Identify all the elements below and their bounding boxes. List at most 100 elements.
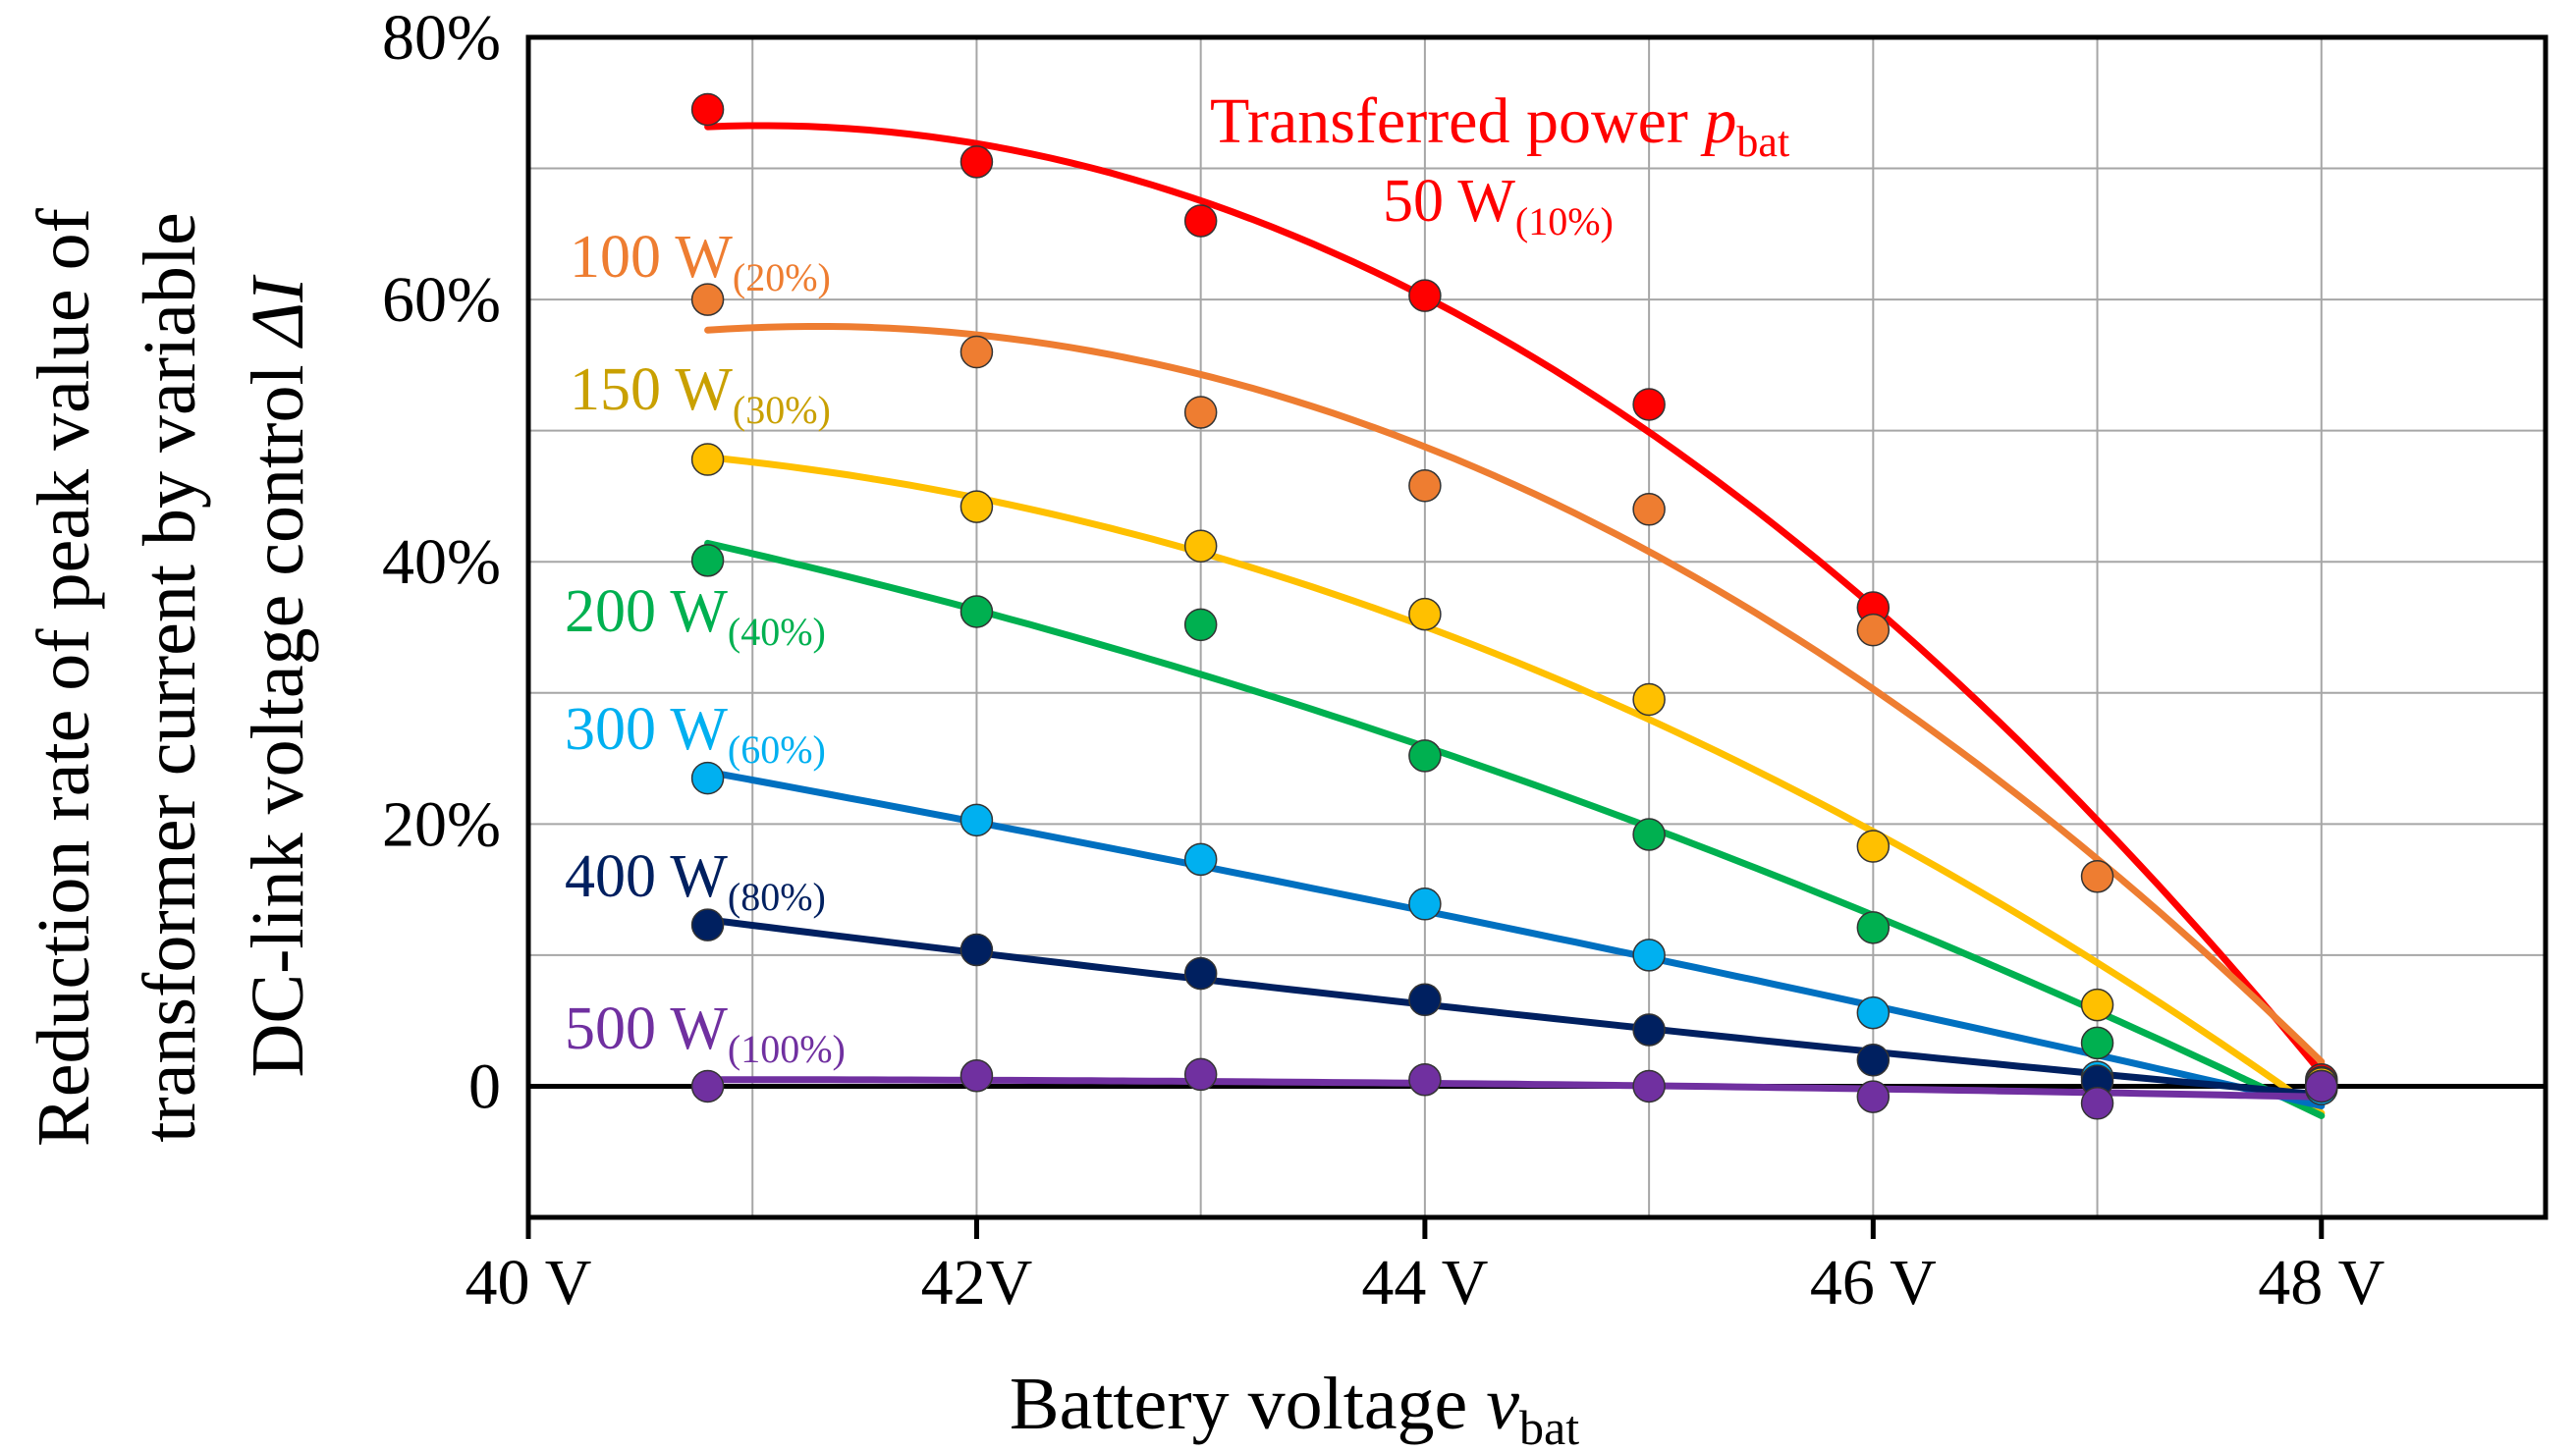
series-label-50w-name: 50 W [1383,168,1515,235]
legend-heading-italic: p [1700,85,1736,157]
x-tick-label: 44 V [1361,1247,1488,1318]
data-point-50w [1183,204,1218,238]
y-axis-title-line-3-main: DC-link voltage control [237,346,319,1077]
x-axis-title: Battery voltage vbat [1010,1363,1579,1452]
y-axis-title: Reduction rate of peak value of transfor… [23,207,319,1147]
series-label-500w-sub: (100%) [728,1027,846,1071]
y-tick-label: 40% [382,526,501,598]
series-label-50w: 50 W(10%) [1383,168,1614,243]
data-point-150w [1632,682,1666,717]
data-point-50w [690,92,725,127]
series-label-200w-sub: (40%) [728,610,826,654]
x-axis-title-italic: v [1486,1363,1519,1445]
data-point-200w [1856,911,1891,944]
series-label-400w: 400 W(80%) [565,843,826,919]
series-label-100w-name: 100 W [570,224,733,291]
data-point-300w [1632,939,1666,972]
data-point-200w [2080,1026,2114,1060]
series-label-200w: 200 W(40%) [565,578,826,654]
data-point-100w [1408,469,1442,503]
data-point-400w [959,933,994,967]
series-label-300w: 300 W(60%) [565,696,826,772]
data-point-200w [959,595,994,628]
data-point-150w [1183,529,1218,563]
data-point-100w [1183,396,1218,429]
y-tick-label: 20% [382,788,501,860]
legend-heading-subscript: bat [1736,118,1789,166]
data-point-100w [2080,860,2114,893]
data-points [690,92,2338,1120]
x-tick-label: 48 V [2258,1247,2384,1318]
data-point-150w [1856,830,1891,863]
tick-labels: 40 V 42V 44 V 46 V 48 V 0 20% 40% 60% 80% [382,2,2384,1318]
fitted-curves [704,122,2326,1119]
y-tick-label: 80% [382,2,501,74]
y-axis-title-line-3: DC-link voltage control ΔI [237,274,319,1078]
data-point-300w [1856,995,1891,1030]
data-point-50w [959,145,994,179]
series-label-200w-name: 200 W [565,578,728,645]
data-point-150w [2080,988,2114,1022]
x-tick-label: 42V [921,1247,1033,1318]
y-tick-label: 0 [468,1050,501,1122]
data-point-500w [959,1059,994,1093]
data-point-500w [690,1069,725,1103]
data-point-500w [1183,1057,1218,1092]
x-tick-label: 46 V [1810,1247,1937,1318]
y-axis-title-line-2: transformer current by variable [129,212,211,1142]
series-labels: 50 W(10%) 100 W(20%) 150 W(30%) 200 W(40… [565,168,1614,1071]
data-point-150w [1408,597,1442,631]
data-point-300w [959,803,994,837]
series-label-150w-sub: (30%) [733,388,831,432]
series-label-50w-sub: (10%) [1515,199,1614,243]
fit-curve-200w [704,539,2326,1119]
series-label-150w-name: 150 W [570,356,733,423]
data-point-100w [1856,613,1891,647]
fit-curve-50w [704,122,2326,1077]
data-point-50w [1632,388,1666,421]
axes [525,34,2549,1239]
y-axis-title-line-3-italic: ΔI [237,274,319,350]
data-point-500w [1632,1069,1666,1103]
series-label-400w-sub: (80%) [728,875,826,919]
data-point-150w [690,443,725,476]
data-point-100w [959,335,994,369]
x-axis-title-main: Battery voltage [1010,1363,1486,1445]
series-label-300w-sub: (60%) [728,727,826,772]
data-point-400w [1183,956,1218,991]
data-point-100w [1632,493,1666,526]
data-point-300w [1408,887,1442,921]
plot-frame [525,34,2549,1220]
series-label-100w-sub: (20%) [733,255,831,299]
series-label-500w-name: 500 W [565,995,728,1062]
data-point-400w [1408,983,1442,1017]
series-label-100w: 100 W(20%) [570,224,831,299]
data-point-500w [2080,1087,2114,1120]
series-label-150w: 150 W(30%) [570,356,831,432]
data-point-500w [1856,1080,1891,1113]
x-axis-title-subscript: bat [1519,1400,1579,1452]
data-point-200w [1183,608,1218,642]
data-point-300w [690,761,725,795]
data-point-200w [1408,739,1442,773]
x-tick-label: 40 V [466,1247,592,1318]
data-point-200w [1632,818,1666,851]
data-point-400w [690,908,725,941]
data-point-400w [1632,1013,1666,1047]
data-point-300w [1183,842,1218,877]
series-label-400w-name: 400 W [565,843,728,910]
data-point-200w [690,544,725,577]
data-point-50w [1408,279,1442,312]
series-label-300w-name: 300 W [565,696,728,763]
data-point-150w [959,490,994,523]
series-label-500w: 500 W(100%) [565,995,846,1071]
fit-curve-300w [704,768,2326,1109]
data-point-500w [2305,1069,2338,1103]
legend-heading-text: Transferred power [1210,85,1704,157]
fit-curve-100w [704,323,2326,1065]
data-point-100w [690,283,725,316]
y-tick-label: 60% [382,264,501,336]
data-point-400w [1856,1043,1891,1077]
y-axis-title-line-1: Reduction rate of peak value of [23,207,105,1147]
